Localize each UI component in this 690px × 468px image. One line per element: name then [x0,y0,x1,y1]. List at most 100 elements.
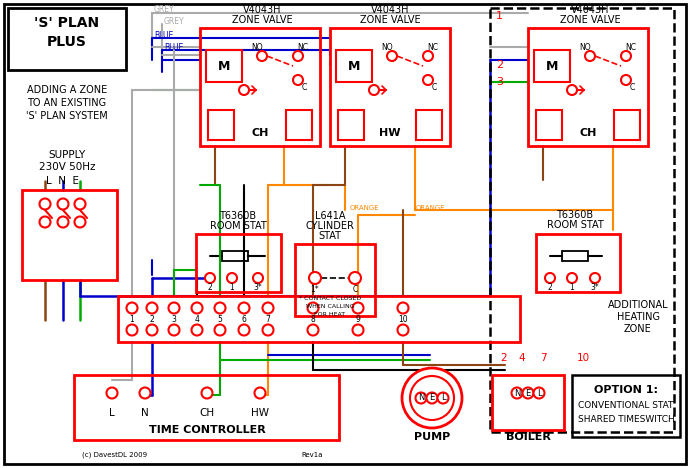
Text: N: N [418,394,424,402]
Text: NO: NO [579,44,591,52]
Circle shape [239,324,250,336]
Text: 4: 4 [519,353,525,363]
Text: * CONTACT CLOSED: * CONTACT CLOSED [299,295,361,300]
Text: M: M [218,59,230,73]
Circle shape [293,51,303,61]
Text: BLUE: BLUE [154,30,173,39]
Bar [534,50,570,82]
Bar [196,234,281,292]
Circle shape [239,85,249,95]
Text: SHARED TIMESWITCH: SHARED TIMESWITCH [578,416,674,424]
Text: ADDITIONAL: ADDITIONAL [608,300,669,310]
Text: L: L [537,388,542,397]
Text: 7: 7 [540,353,546,363]
Circle shape [168,302,179,314]
Text: ROOM STAT: ROOM STAT [546,220,603,230]
Text: 2: 2 [150,314,155,323]
Text: HEATING: HEATING [616,312,660,322]
Text: HW: HW [251,408,269,418]
Text: C: C [353,285,357,294]
Text: OPTION 1:: OPTION 1: [594,385,658,395]
Text: M: M [546,59,558,73]
Text: ORANGE: ORANGE [350,205,380,211]
Text: Rev1a: Rev1a [302,452,323,458]
Text: CH: CH [580,128,597,138]
Text: ZONE VALVE: ZONE VALVE [359,15,420,25]
Circle shape [410,376,454,420]
Text: 2: 2 [208,283,213,292]
Text: NO: NO [251,44,263,52]
Text: C: C [302,82,306,92]
Text: 1: 1 [496,11,503,21]
Circle shape [585,51,595,61]
Text: GREY: GREY [154,6,175,15]
Bar [492,375,564,430]
Circle shape [39,217,50,227]
Text: L: L [109,408,115,418]
Text: BOILER: BOILER [506,432,551,442]
Bar [118,296,520,342]
Text: E: E [525,388,531,397]
Text: E: E [429,394,435,402]
Circle shape [309,272,321,284]
Text: T6360B: T6360B [219,211,257,221]
Circle shape [192,302,202,314]
Bar [200,28,320,146]
Text: 1*: 1* [310,285,319,294]
Bar [74,375,339,440]
Text: 1: 1 [130,314,135,323]
Bar [222,251,248,261]
Text: FOR HEAT: FOR HEAT [315,313,346,317]
Text: ADDING A ZONE: ADDING A ZONE [27,85,107,95]
Text: ROOM STAT: ROOM STAT [210,221,266,231]
Text: L  N  E: L N E [46,176,79,186]
Text: 'S' PLAN: 'S' PLAN [34,16,99,30]
Text: 3*: 3* [254,283,262,292]
Circle shape [146,302,157,314]
Circle shape [437,393,448,403]
Bar [286,110,312,140]
Circle shape [590,273,600,283]
Text: HW: HW [380,128,401,138]
Circle shape [533,388,544,398]
Circle shape [522,388,533,398]
Text: N: N [514,388,520,397]
Circle shape [349,272,361,284]
Bar [536,234,620,292]
Text: GREY: GREY [164,16,185,25]
Text: 9: 9 [355,314,360,323]
Text: 2: 2 [501,353,507,363]
Circle shape [126,324,137,336]
Circle shape [139,388,150,398]
Circle shape [255,388,266,398]
Bar [8,8,126,70]
Bar [528,28,648,146]
Circle shape [415,393,426,403]
Bar [338,110,364,140]
Text: CH: CH [199,408,215,418]
Circle shape [257,51,267,61]
Text: TIME CONTROLLER: TIME CONTROLLER [148,425,266,435]
Circle shape [308,324,319,336]
Text: T6360B: T6360B [556,210,593,220]
Circle shape [227,273,237,283]
Text: NC: NC [297,44,308,52]
Text: L: L [441,394,445,402]
Text: 6: 6 [241,314,246,323]
Text: M: M [348,59,360,73]
Text: 1: 1 [570,283,574,292]
Circle shape [253,273,263,283]
Bar [416,110,442,140]
Circle shape [262,324,273,336]
Text: 10: 10 [398,314,408,323]
Text: SUPPLY: SUPPLY [48,150,86,160]
Text: TO AN EXISTING: TO AN EXISTING [28,98,106,108]
Circle shape [308,302,319,314]
Text: NO: NO [381,44,393,52]
Circle shape [215,302,226,314]
Circle shape [106,388,117,398]
Circle shape [57,198,68,210]
Circle shape [397,324,408,336]
Circle shape [75,198,86,210]
Text: N: N [141,408,149,418]
